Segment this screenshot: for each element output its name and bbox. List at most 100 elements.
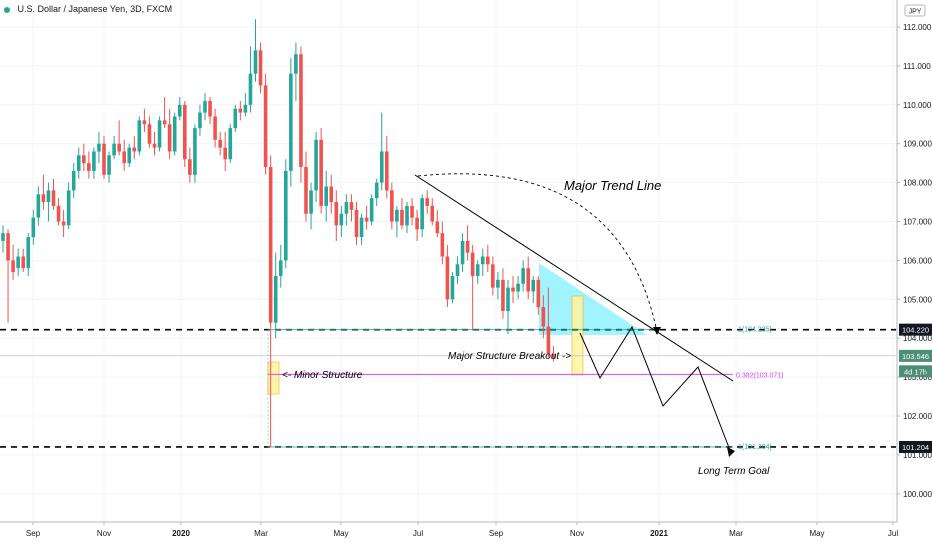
- candle-bearish: [223, 147, 227, 160]
- candle-bullish: [203, 100, 207, 113]
- annotation-major-trend-line: Major Trend Line: [564, 178, 661, 193]
- candle-bearish: [329, 186, 334, 203]
- candle-bearish: [435, 221, 440, 234]
- major-trend-line: [414, 174, 734, 382]
- y-tick-label: 104.000: [903, 334, 932, 343]
- candle-bullish: [289, 73, 293, 171]
- breakout-zone: [539, 263, 647, 335]
- annotation-minor-structure: <- Minor Structure: [282, 370, 363, 381]
- candle-bullish: [531, 279, 536, 292]
- x-tick-label: Jul: [413, 529, 423, 538]
- arc-arrow-head: [653, 327, 661, 335]
- candle-bullish: [506, 287, 510, 311]
- candle-bullish: [92, 151, 96, 171]
- candle-bullish: [36, 194, 41, 218]
- candle-bearish: [51, 190, 56, 206]
- candle-bullish: [1, 233, 5, 241]
- candle-bullish: [309, 190, 313, 214]
- candle-bearish: [147, 124, 152, 144]
- candle-bearish: [526, 268, 530, 292]
- candle-bearish: [11, 260, 15, 273]
- axes: 112.000 111.000 110.000 109.000 108.000 107.0…: [0, 0, 932, 538]
- candle-bearish: [551, 353, 556, 358]
- drawings: [414, 173, 735, 457]
- currency-badge[interactable]: [904, 4, 926, 17]
- y-tick-label: 109.000: [903, 140, 932, 149]
- candle-bearish: [536, 279, 541, 308]
- candle-bearish: [440, 233, 445, 257]
- annotations: Major Trend Line <- Minor Structure Major …: [282, 178, 770, 477]
- annotation-long-term-goal: Long Term Goal: [698, 466, 770, 477]
- symbol-dot-icon: [4, 6, 10, 13]
- candle-bullish: [112, 143, 116, 156]
- candle-bearish: [546, 326, 551, 354]
- candle-bearish: [238, 108, 243, 113]
- price-label-bg: [899, 440, 932, 453]
- candle-bullish: [46, 190, 51, 203]
- candle-bullish: [248, 73, 253, 105]
- candle-bullish: [233, 108, 238, 129]
- price-label-bg: [899, 365, 932, 378]
- x-tick-label: Nov: [97, 529, 111, 538]
- candle-bullish: [344, 202, 349, 214]
- y-tick-label: 110.000: [903, 101, 932, 110]
- candle-bearish: [470, 252, 475, 276]
- y-tick-label: 105.000: [903, 295, 932, 304]
- y-tick-label: 102.000: [903, 412, 932, 421]
- candle-bullish: [198, 112, 202, 129]
- horizontal-levels: 1(104.235) 0.382(103.071) 1(101.204): [0, 327, 896, 451]
- candle-bearish: [87, 163, 91, 171]
- candle-bullish: [314, 139, 318, 191]
- candle-bearish: [354, 209, 359, 238]
- candle-bullish: [521, 268, 525, 284]
- candle-bearish: [511, 287, 515, 292]
- x-tick-label: 2020: [172, 529, 190, 538]
- candle-bearish: [183, 104, 187, 160]
- candle-bullish: [475, 264, 480, 276]
- candle-bearish: [218, 139, 222, 148]
- price-label-bg: [899, 349, 932, 362]
- candle-bullish: [228, 128, 233, 160]
- candle-bearish: [425, 198, 429, 206]
- candle-bearish: [299, 54, 303, 168]
- fib-label-0382: 0.382(103.071): [736, 372, 783, 379]
- highlight-zones: [267, 263, 647, 395]
- x-tick-label: Mar: [729, 529, 743, 538]
- x-tick-label: Sep: [26, 529, 41, 538]
- candle-bearish: [188, 159, 192, 175]
- candle-bearish: [208, 100, 212, 117]
- candle-bearish: [41, 194, 46, 203]
- x-tick-label: Jul: [888, 529, 898, 538]
- candle-bearish: [122, 151, 126, 164]
- trend-arc: [417, 173, 658, 333]
- candle-bullish: [172, 116, 177, 152]
- candle-bearish: [491, 264, 495, 288]
- candle-bearish: [400, 209, 404, 226]
- y-tick-label: 107.000: [903, 218, 932, 227]
- candle-bullish: [395, 209, 399, 222]
- candle-bearish: [117, 143, 121, 152]
- price-label: 103.546: [902, 352, 929, 361]
- fib-label-bottom: 1(101.204): [738, 444, 772, 451]
- x-tick-label: May: [809, 529, 824, 538]
- candle-bullish: [450, 275, 455, 300]
- candle-bearish: [167, 124, 172, 152]
- candle-bearish: [385, 151, 389, 191]
- candle-bullish: [177, 104, 182, 117]
- breakout-candle-box: [571, 295, 584, 376]
- grid: [0, 0, 896, 522]
- candle-bearish: [6, 233, 10, 261]
- candle-bearish: [486, 256, 490, 265]
- candle-bearish: [349, 202, 354, 210]
- candle-bullish: [26, 237, 31, 269]
- candle-bullish: [97, 143, 101, 152]
- candle-bullish: [107, 155, 111, 175]
- chart-title-bar: U.S. Dollar / Japanese Yen, 3D, FXCM: [4, 4, 172, 14]
- candle-bullish: [193, 128, 197, 175]
- candle-bearish: [541, 307, 546, 327]
- y-tick-label: 111.000: [903, 62, 931, 71]
- candle-bullish: [273, 275, 278, 323]
- candle-bullish: [253, 50, 258, 74]
